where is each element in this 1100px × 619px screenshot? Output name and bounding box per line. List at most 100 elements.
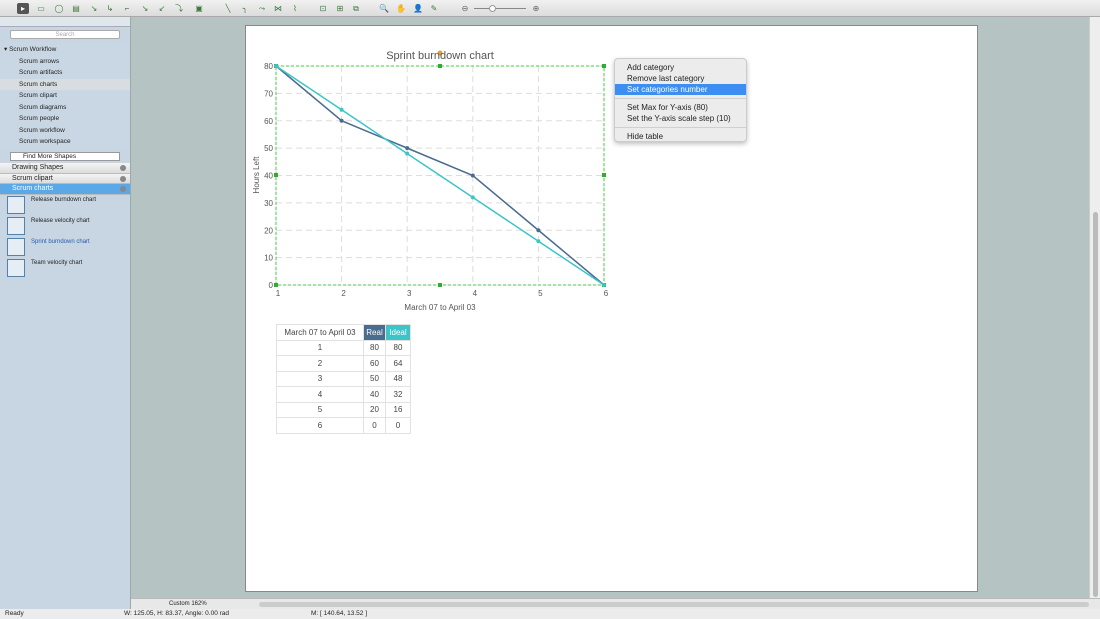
connector-4-icon[interactable]: ↘: [141, 4, 149, 13]
menu-item[interactable]: Set Max for Y-axis (80): [627, 103, 708, 112]
chart-data-table[interactable]: March 07 to April 03 Real Ideal 1 80 80 2 60 64…: [276, 324, 411, 434]
category-header[interactable]: Scrum clipart: [0, 173, 130, 184]
cell-real[interactable]: 80: [363, 339, 386, 356]
tree-item[interactable]: Scrum workspace: [19, 138, 71, 145]
cell-real[interactable]: 50: [363, 370, 386, 387]
tree-item[interactable]: Scrum people: [19, 115, 60, 122]
zoom-icon[interactable]: 🔍: [379, 4, 389, 13]
close-icon[interactable]: [120, 175, 126, 182]
spline-icon[interactable]: ⋈: [274, 4, 282, 13]
user-icon[interactable]: 👤: [413, 4, 423, 13]
tree-item[interactable]: Scrum clipart: [19, 92, 57, 99]
cell-real[interactable]: 20: [363, 401, 386, 418]
vertical-scrollbar[interactable]: [1089, 17, 1100, 598]
library-item[interactable]: Release velocity chart: [0, 216, 130, 237]
zoom-out-icon[interactable]: ⊖: [461, 4, 469, 13]
cell-category[interactable]: 1: [276, 339, 364, 356]
menu-item[interactable]: Remove last category: [627, 74, 705, 83]
find-more-shapes-button[interactable]: Find More Shapes: [10, 152, 120, 161]
data-point: [274, 64, 278, 68]
table-row[interactable]: 1 80 80: [276, 339, 411, 356]
text-box-icon[interactable]: ▤: [72, 4, 80, 13]
cell-category[interactable]: 3: [276, 370, 364, 387]
menu-item[interactable]: Set the Y-axis scale step (10): [627, 114, 731, 123]
selection-handle: [438, 283, 442, 287]
eyedropper-icon[interactable]: ✎: [430, 4, 438, 13]
cell-category[interactable]: 4: [276, 386, 364, 403]
connector-5-icon[interactable]: ↙: [158, 4, 166, 13]
table-row[interactable]: 3 50 48: [276, 370, 411, 387]
connector-3-icon[interactable]: ⌐: [124, 4, 130, 13]
ellipse-icon[interactable]: ◯: [54, 4, 64, 13]
tree-item[interactable]: Scrum artifacts: [19, 69, 63, 76]
cell-ideal[interactable]: 48: [385, 370, 411, 387]
x-tick-label: 3: [407, 289, 412, 298]
cell-ideal[interactable]: 32: [385, 386, 411, 403]
cell-category[interactable]: 6: [276, 417, 364, 434]
page[interactable]: [245, 25, 978, 592]
library-item[interactable]: Release burndown chart: [0, 195, 130, 216]
pointer-icon[interactable]: ▸: [17, 3, 29, 14]
x-axis-label: March 07 to April 03: [404, 303, 476, 312]
chain-icon[interactable]: ⌇: [293, 4, 297, 13]
search-input[interactable]: Search: [10, 30, 120, 39]
menu-item[interactable]: Set categories number: [615, 84, 746, 95]
group-icon[interactable]: ⊡: [319, 4, 327, 13]
library-item[interactable]: Team velocity chart: [0, 258, 130, 279]
zoom-select[interactable]: Custom 162%: [169, 601, 207, 607]
y-axis-label: Hours Left: [252, 156, 261, 194]
close-icon[interactable]: [120, 186, 126, 192]
cell-category[interactable]: 2: [276, 355, 364, 372]
tree-item[interactable]: Scrum charts: [0, 78, 130, 90]
category-header[interactable]: Drawing Shapes: [0, 163, 130, 174]
cell-real[interactable]: 0: [363, 417, 386, 434]
sidebar-tabs[interactable]: [0, 17, 130, 27]
zoom-in-icon[interactable]: ⊕: [532, 4, 540, 13]
library-item[interactable]: Sprint burndown chart: [0, 237, 130, 258]
cell-real[interactable]: 40: [363, 386, 386, 403]
connector-2-icon[interactable]: ↳: [106, 4, 114, 13]
cell-ideal[interactable]: 0: [385, 417, 411, 434]
selection-handle: [602, 64, 606, 68]
menu-item[interactable]: Hide table: [627, 132, 664, 141]
tree-item[interactable]: Scrum workflow: [19, 126, 65, 134]
ungroup-icon[interactable]: ⊞: [336, 4, 344, 13]
menu-separator: [615, 127, 746, 128]
connector-6-icon[interactable]: ⤵: [175, 4, 183, 13]
line-icon[interactable]: ╲: [225, 4, 231, 13]
cell-ideal[interactable]: 80: [385, 339, 411, 356]
scroll-thumb[interactable]: [1093, 212, 1098, 597]
status-ready: Ready: [5, 610, 24, 617]
tree-item[interactable]: Scrum diagrams: [19, 103, 67, 111]
zoom-slider-thumb[interactable]: [489, 5, 497, 12]
pan-icon[interactable]: ✋: [396, 4, 406, 13]
connector-1-icon[interactable]: ↘: [90, 4, 98, 13]
cell-category[interactable]: 5: [276, 401, 364, 418]
arrange-icon[interactable]: ⧉: [353, 4, 359, 13]
rectangle-icon[interactable]: ▭: [37, 4, 45, 13]
insert-icon[interactable]: ▣: [195, 4, 203, 13]
zoom-slider[interactable]: [474, 8, 526, 9]
chart-thumbnail-icon: [7, 258, 25, 277]
table-header-ideal: Ideal: [385, 324, 411, 341]
context-menu: Add category Remove last category Set cate…: [614, 58, 747, 142]
table-row[interactable]: 5 20 16: [276, 401, 411, 418]
close-icon[interactable]: [120, 165, 126, 171]
category-label: Scrum charts: [12, 185, 54, 192]
table-row[interactable]: 2 60 64: [276, 355, 411, 372]
cell-ideal[interactable]: 64: [385, 355, 411, 372]
arc-icon[interactable]: ╮: [242, 4, 248, 13]
tree-item[interactable]: Scrum arrows: [19, 57, 60, 65]
cell-real[interactable]: 60: [363, 355, 386, 372]
category-header[interactable]: Scrum charts: [0, 184, 130, 195]
horizontal-scrollbar[interactable]: [259, 602, 1089, 607]
table-row[interactable]: 4 40 32: [276, 386, 411, 403]
tree: ▾ Scrum Workflow Scrum arrows Scrum artif…: [0, 42, 130, 150]
menu-item[interactable]: Add category: [627, 63, 675, 72]
bezier-icon[interactable]: ⤳: [258, 4, 266, 13]
cell-ideal[interactable]: 16: [385, 401, 411, 418]
y-tick-label: 50: [264, 144, 273, 153]
tree-header[interactable]: ▾ Scrum Workflow: [4, 46, 57, 53]
